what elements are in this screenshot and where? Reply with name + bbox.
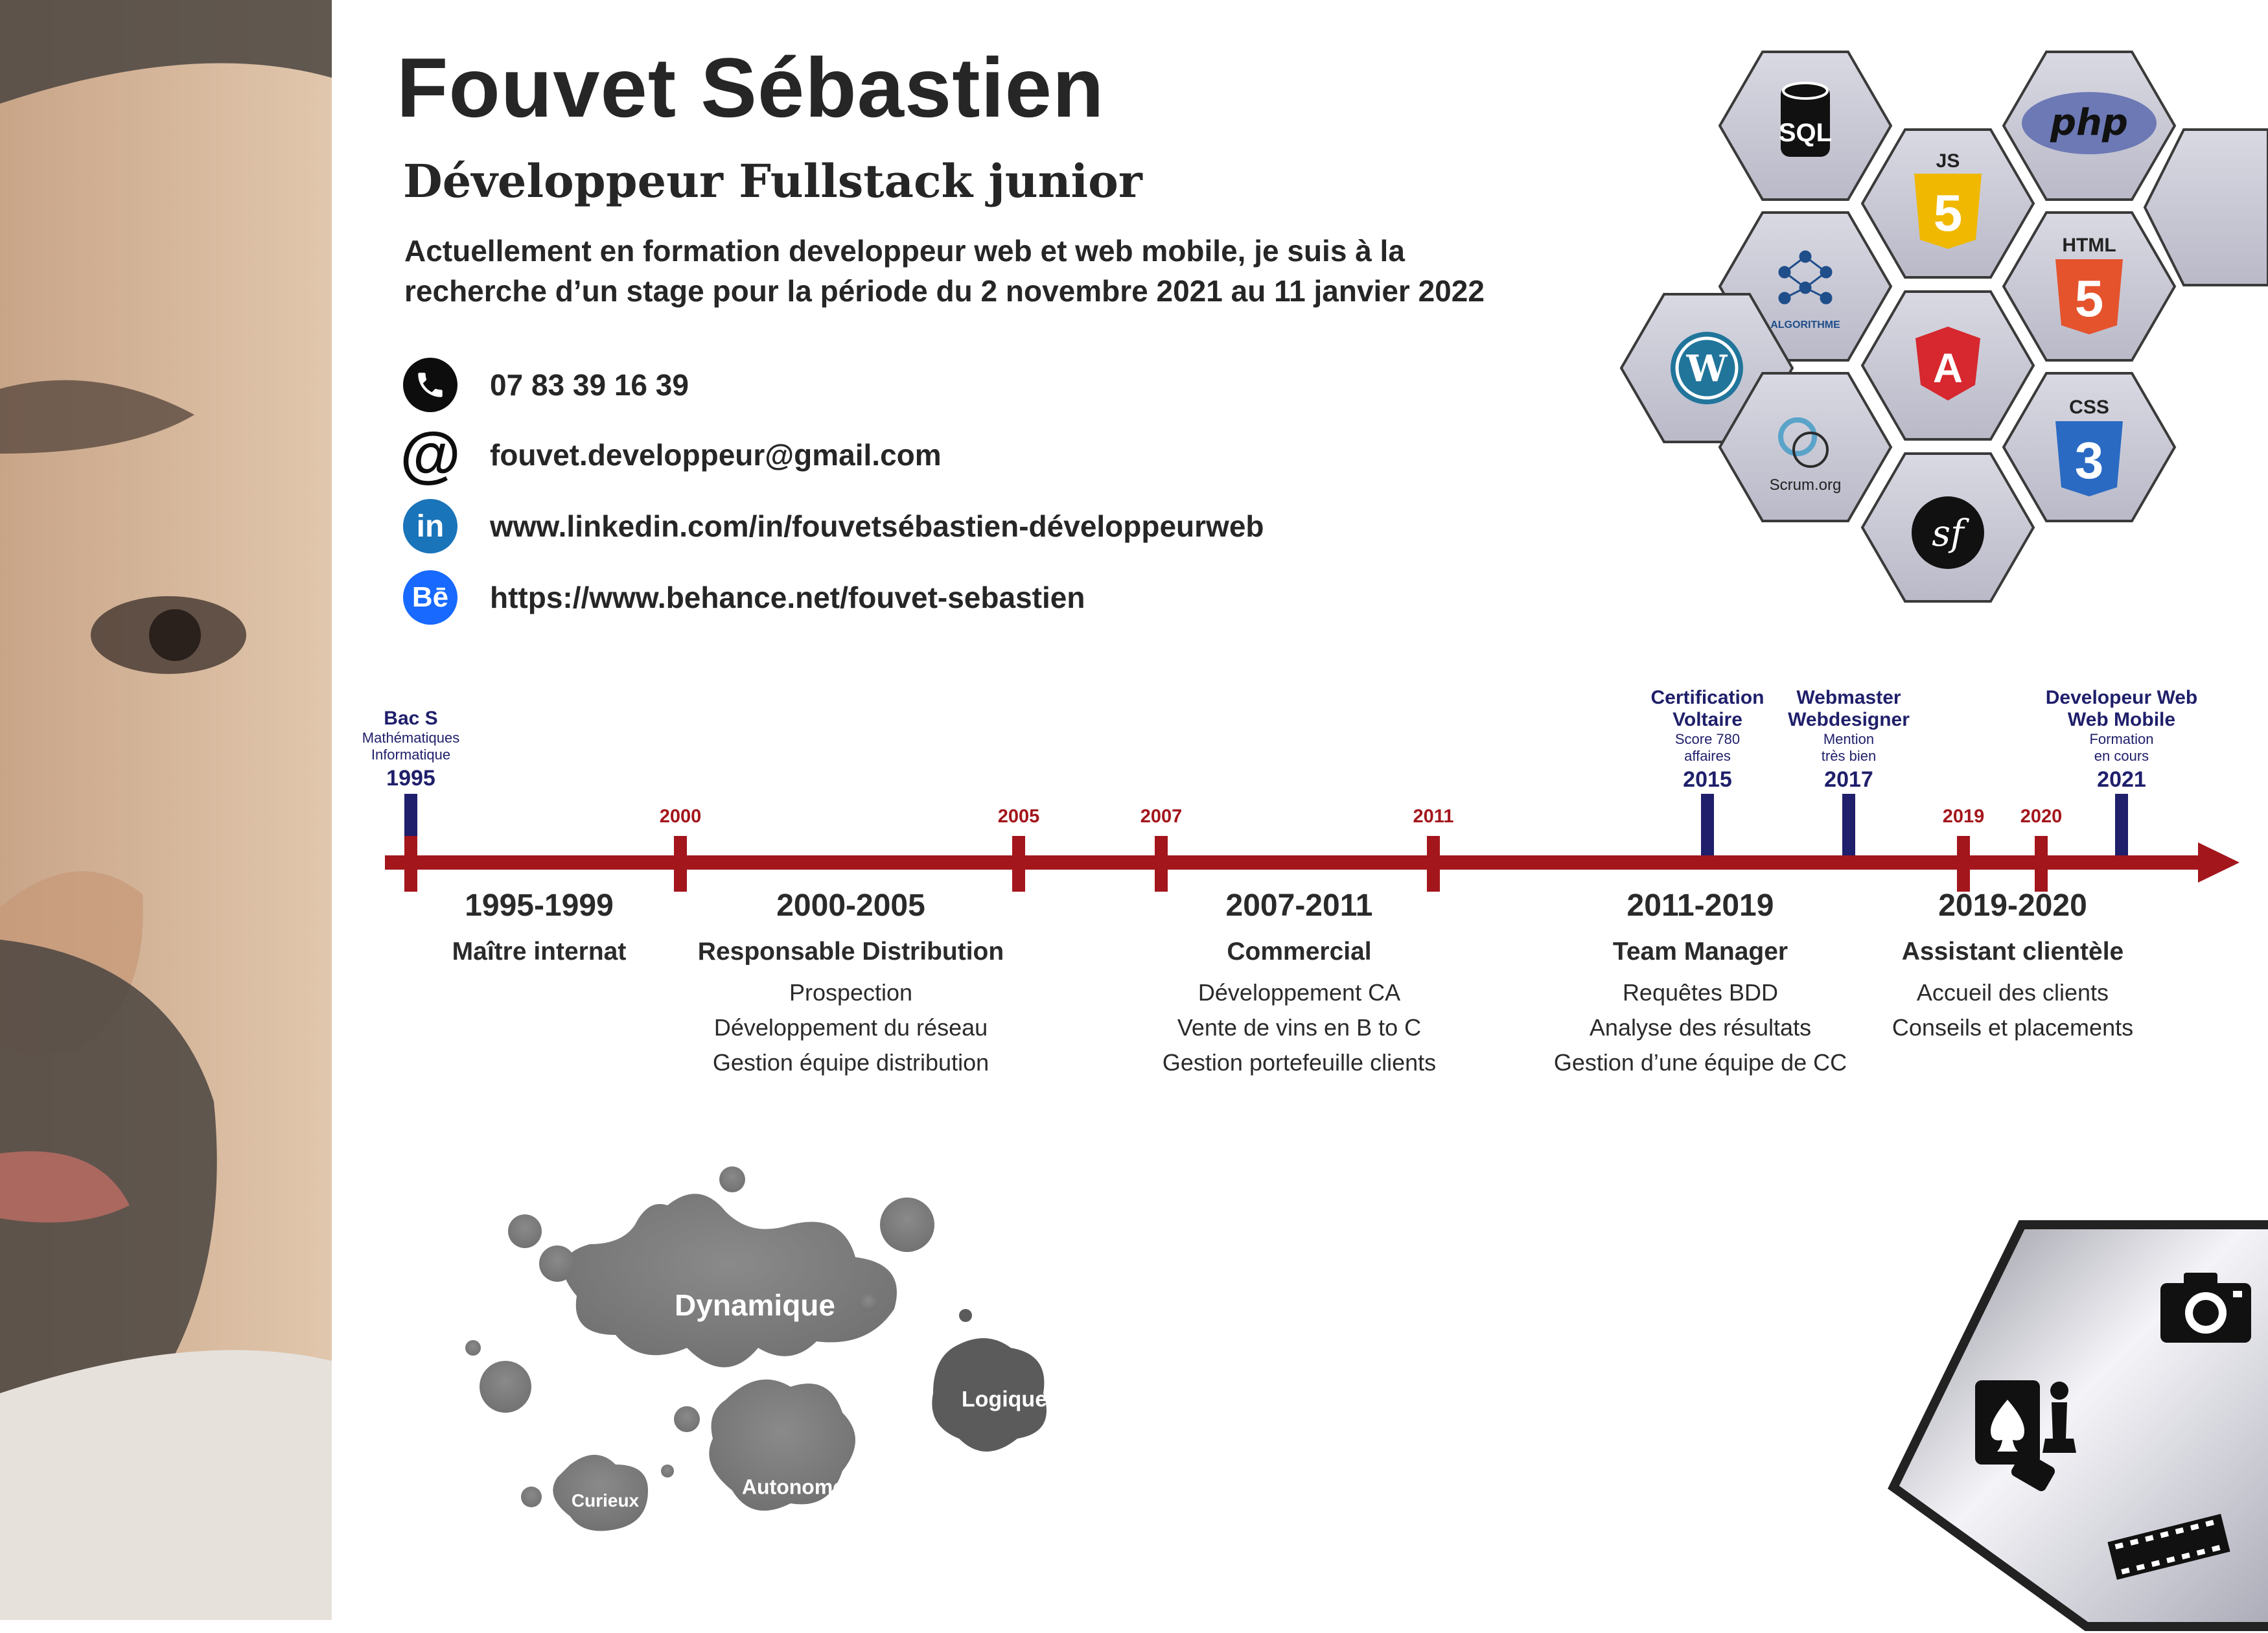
year-2019: 2019	[1942, 806, 1985, 827]
splat-autonome	[709, 1379, 855, 1511]
email-address[interactable]: fouvet.developpeur@gmail.com	[490, 438, 942, 472]
period-1995-1999: 1995-1999 Maître internat	[452, 888, 627, 966]
job-title: Développeur Fullstack junior	[403, 154, 1142, 208]
phone-number[interactable]: 07 83 39 16 39	[490, 368, 689, 402]
milestone-tick-2021	[2115, 794, 2128, 855]
svg-text:Scrum.org: Scrum.org	[1770, 476, 1842, 494]
behance-icon: Bē	[403, 570, 457, 625]
svg-text:3: 3	[2075, 432, 2104, 489]
contact-email: @ fouvet.developpeur@gmail.com	[400, 420, 942, 489]
svg-text:JS: JS	[1936, 150, 1960, 172]
php-icon: php	[2022, 92, 2157, 154]
linkedin-glyph: in	[416, 509, 445, 544]
quality-dynamique: Dynamique	[675, 1288, 835, 1322]
year-2000: 2000	[659, 806, 702, 827]
quality-curieux: Curieux	[571, 1490, 640, 1511]
summary-text: Actuellement en formation developpeur we…	[404, 234, 1485, 308]
year-2020: 2020	[2020, 806, 2063, 827]
splat-dynamique	[563, 1194, 897, 1367]
svg-text:ALGORITHME: ALGORITHME	[1770, 319, 1840, 330]
svg-text:5: 5	[1934, 184, 1963, 242]
year-2007: 2007	[1140, 806, 1183, 827]
scrum-icon: Scrum.org	[1770, 417, 1842, 494]
period-2019-2020: 2019-2020 Assistant clientèle Accueil de…	[1892, 888, 2134, 1041]
contact-linkedin: in www.linkedin.com/in/fouvetsébastien-d…	[403, 499, 1264, 553]
phone-icon	[403, 358, 457, 412]
year-2011: 2011	[1413, 806, 1454, 827]
symfony-icon: sf	[1912, 496, 1984, 569]
tick-2005	[1012, 836, 1025, 892]
period-2000-2005: 2000-2005 Responsable Distribution Prosp…	[697, 888, 1004, 1076]
svg-text:CSS: CSS	[2069, 397, 2109, 418]
linkedin-icon: in	[403, 499, 457, 553]
svg-text:HTML: HTML	[2062, 235, 2116, 256]
tick-2011	[1427, 836, 1440, 892]
skills-honeycomb: SQL php JS 5 ALGORITHME HTML 5 W A	[1619, 51, 2268, 603]
milestone-1995: Bac S Mathématiques Informatique 1995	[362, 708, 460, 791]
contact-phone: 07 83 39 16 39	[403, 358, 689, 412]
splat-curieux	[553, 1455, 648, 1531]
career-timeline: Bac S Mathématiques Informatique 1995 Ce…	[0, 680, 2268, 1102]
contact-behance: Bē https://www.behance.net/fouvet-sebast…	[403, 570, 1085, 625]
svg-text:A: A	[1933, 345, 1963, 391]
svg-text:php: php	[2050, 102, 2128, 144]
milestone-tick-2015	[1701, 794, 1714, 855]
hex-scrum	[1718, 372, 1893, 522]
tick-2007	[1155, 836, 1168, 892]
behance-url[interactable]: https://www.behance.net/fouvet-sebastien	[490, 581, 1085, 614]
film-strip-icon	[2107, 1514, 2230, 1580]
person-name: Fouvet Sébastien	[397, 40, 1105, 135]
face-illustration	[0, 0, 332, 1620]
at-sign-icon: @	[400, 420, 461, 489]
svg-text:sf: sf	[1932, 513, 1970, 555]
angular-icon: A	[1915, 327, 1980, 400]
qualities-splats	[465, 1166, 1047, 1531]
splat-logique	[932, 1338, 1047, 1452]
profile-photo	[0, 0, 332, 1620]
period-2007-2011: 2007-2011 Commercial Développement CA Ve…	[1162, 888, 1437, 1076]
timeline-axis	[385, 794, 2239, 892]
milestone-2021: Developeur Web Web Mobile Formation en c…	[2045, 687, 2198, 792]
wordpress-icon: W	[1671, 332, 1743, 404]
svg-text:5: 5	[2075, 270, 2104, 327]
period-2011-2019: 2011-2019 Team Manager Requêtes BDD Anal…	[1553, 888, 1847, 1076]
hobbies-panel	[1888, 1220, 2268, 1631]
cards-and-chess-icon	[1975, 1380, 2076, 1492]
milestone-2017: Webmaster Webdesigner Mention très bien …	[1788, 687, 1910, 792]
tick-2020	[2035, 836, 2048, 892]
html5-icon: HTML 5	[2055, 235, 2123, 334]
quality-autonome: Autonome	[741, 1475, 845, 1499]
css3-icon: CSS 3	[2055, 397, 2123, 496]
milestone-2015: Certification Voltaire Score 780 affaire…	[1650, 687, 1765, 792]
linkedin-url[interactable]: www.linkedin.com/in/fouvetsébastien-déve…	[490, 509, 1264, 543]
tick-2019	[1957, 836, 1970, 892]
algorithm-icon: ALGORITHME	[1770, 250, 1840, 330]
quality-logique: Logique	[961, 1387, 1048, 1412]
year-2005: 2005	[997, 806, 1040, 827]
camera-icon	[2160, 1273, 2251, 1343]
tick-2000	[674, 836, 687, 892]
svg-text:SQL: SQL	[1779, 119, 1832, 147]
sql-icon: SQL	[1779, 82, 1832, 157]
javascript-icon: JS 5	[1914, 150, 1982, 249]
behance-glyph: Bē	[411, 581, 449, 613]
hex-partial	[2143, 128, 2268, 286]
milestone-tick-2017	[1842, 794, 1855, 855]
svg-text:W: W	[1686, 347, 1728, 390]
